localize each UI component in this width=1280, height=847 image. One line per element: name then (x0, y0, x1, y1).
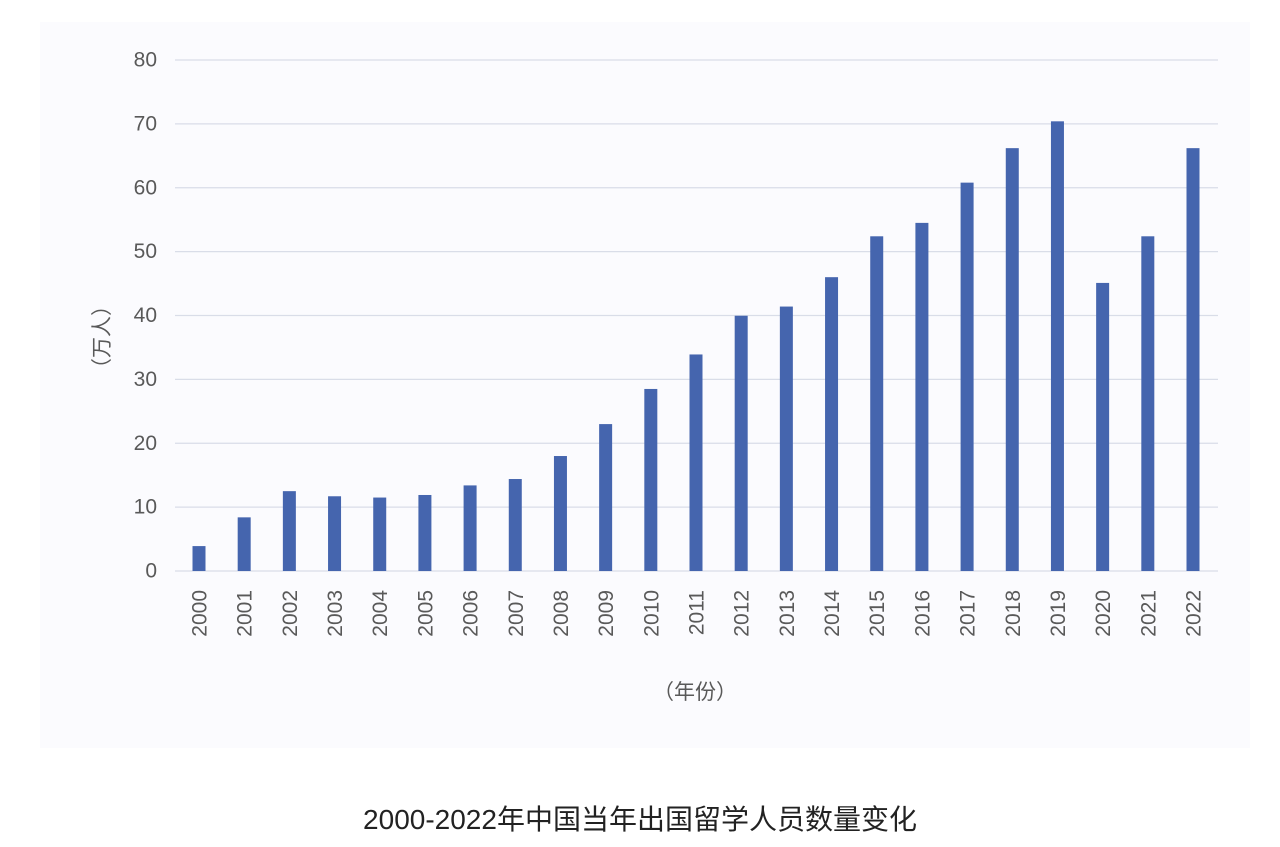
gridlines (175, 59, 1218, 572)
bar-2014 (825, 277, 839, 571)
bar-2004 (373, 497, 387, 571)
x-tick-label: 2010 (640, 590, 663, 637)
bar-2017 (960, 182, 974, 571)
x-tick-label: 2015 (866, 590, 889, 637)
bar-2006 (463, 485, 477, 571)
x-tick-label: 2018 (1002, 590, 1025, 637)
y-tick-label: 20 (134, 432, 157, 455)
bar-2011 (689, 354, 703, 571)
x-tick-label: 2006 (460, 590, 483, 637)
bar-2020 (1096, 282, 1110, 571)
bar-2018 (1005, 148, 1019, 571)
x-tick-label: 2016 (911, 590, 934, 637)
x-tick-label: 2008 (550, 590, 573, 637)
x-tick-label: 2004 (369, 590, 392, 637)
bar-2012 (734, 315, 748, 571)
x-tick-label: 2000 (189, 590, 212, 637)
bar-2009 (599, 424, 613, 571)
x-tick-label: 2007 (505, 590, 528, 637)
bar-2019 (1050, 121, 1064, 571)
figure-caption: 2000-2022年中国当年出国留学人员数量变化 (363, 804, 917, 835)
bar-2022 (1186, 148, 1200, 571)
bar-2013 (779, 306, 793, 571)
y-tick-label: 10 (134, 496, 157, 519)
bar-2021 (1141, 236, 1155, 572)
y-tick-label: 60 (134, 176, 157, 199)
y-tick-label: 70 (134, 112, 157, 135)
x-tick-label: 2003 (324, 590, 347, 637)
x-tick-label: 2012 (731, 590, 754, 637)
x-tick-label: 2020 (1092, 590, 1115, 637)
x-tick-labels: 2000 2001 2002 2003 2004 2005 2006 2007 2008 2009… (189, 590, 1206, 637)
x-tick-label: 2021 (1137, 590, 1160, 637)
x-tick-label: 2009 (595, 590, 618, 637)
x-axis-label: （年份） (653, 680, 737, 704)
bar-2010 (644, 388, 658, 571)
x-tick-label: 2011 (686, 590, 709, 635)
x-tick-label: 2005 (414, 590, 437, 637)
bar-2015 (870, 236, 884, 572)
bar-2003 (328, 496, 342, 571)
bar-2001 (237, 517, 251, 571)
bar-2002 (282, 491, 296, 571)
bar-2008 (553, 456, 567, 571)
x-tick-label: 2013 (776, 590, 799, 637)
y-tick-label: 80 (134, 49, 157, 72)
y-tick-labels: 0 10 20 30 40 50 60 70 80 (134, 49, 157, 583)
y-tick-label: 40 (134, 304, 157, 327)
x-tick-label: 2022 (1183, 590, 1206, 637)
x-tick-label: 2014 (821, 590, 844, 637)
y-tick-label: 50 (134, 240, 157, 263)
bar-2016 (915, 222, 929, 571)
x-tick-label: 2002 (279, 590, 302, 637)
y-tick-label: 30 (134, 368, 157, 391)
bars (192, 121, 1200, 572)
bar-2005 (418, 494, 432, 571)
y-tick-label: 0 (145, 560, 157, 583)
bar-2000 (192, 546, 206, 571)
x-tick-label: 2019 (1047, 590, 1070, 637)
y-axis-label: （万人） (90, 295, 114, 379)
x-tick-label: 2001 (234, 590, 257, 637)
x-tick-label: 2017 (957, 590, 980, 637)
bar-2007 (508, 479, 522, 571)
chart-panel: 0 10 20 30 40 50 60 70 80 2000 2001 2002 2003 2004 20… (40, 22, 1250, 748)
